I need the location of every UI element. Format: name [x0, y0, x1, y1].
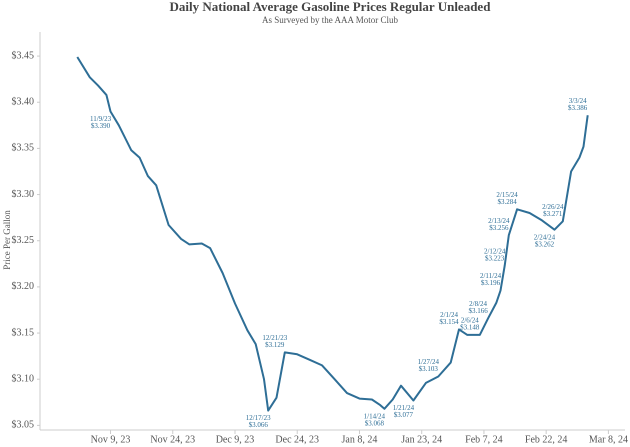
x-tick-label: Nov 9, 23 [91, 434, 131, 445]
annotation-price: $3.148 [460, 324, 480, 332]
y-tick-label: $3.40 [12, 97, 35, 108]
annotation-price: $3.068 [365, 419, 385, 427]
y-tick-label: $3.30 [12, 189, 35, 200]
y-tick-label: $3.45 [12, 50, 35, 61]
annotation-price: $3.066 [249, 421, 269, 429]
annotation-price: $3.271 [543, 210, 563, 218]
x-tick-label: Nov 24, 23 [150, 434, 195, 445]
annotation-price: $3.103 [419, 365, 439, 373]
annotation-date: 2/26/24 [542, 203, 564, 211]
annotation-date: 2/11/24 [480, 272, 502, 280]
x-tick-label: Dec 24, 23 [275, 434, 319, 445]
annotation-date: 1/21/24 [393, 404, 415, 412]
annotation-date: 12/17/23 [246, 414, 271, 422]
chart-subtitle: As Surveyed by the AAA Motor Club [262, 15, 398, 25]
annotation-date: 1/27/24 [418, 358, 440, 366]
x-tick-label: Jan 23, 24 [401, 434, 442, 445]
y-tick-label: $3.15 [12, 327, 35, 338]
x-tick-label: Jan 8, 24 [342, 434, 378, 445]
x-tick-label: Feb 22, 24 [525, 434, 568, 445]
chart-title: Daily National Average Gasoline Prices R… [170, 0, 492, 14]
y-tick-label: $3.05 [12, 420, 35, 431]
y-tick-label: $3.10 [12, 374, 35, 385]
annotation-date: 1/14/24 [364, 412, 386, 420]
x-tick-label: Mar 8, 24 [589, 434, 628, 445]
annotation-price: $3.154 [439, 318, 459, 326]
annotation-date: 11/9/23 [90, 115, 112, 123]
annotation-price: $3.077 [394, 411, 414, 419]
annotation-price: $3.256 [489, 224, 509, 232]
annotation-price: $3.284 [498, 198, 518, 206]
annotation-date: 2/24/24 [534, 233, 556, 241]
annotation-date: 12/21/23 [262, 334, 287, 342]
annotation-date: 2/12/24 [484, 247, 506, 255]
annotation-date: 2/6/24 [461, 317, 479, 325]
y-tick-label: $3.25 [12, 235, 35, 246]
annotation-price: $3.262 [535, 240, 555, 248]
annotation-price: $3.386 [568, 104, 588, 112]
annotation-date: 2/1/24 [440, 311, 458, 319]
annotation-date: 2/15/24 [496, 191, 518, 199]
annotation-price: $3.223 [485, 254, 505, 262]
annotation-date: 3/3/24 [569, 97, 587, 105]
annotation-price: $3.196 [481, 279, 501, 287]
y-axis-label: Price Per Gallon [2, 210, 12, 270]
annotation-date: 2/13/24 [488, 217, 510, 225]
annotation-date: 2/8/24 [469, 300, 487, 308]
annotation-price: $3.129 [265, 341, 285, 349]
annotation-price: $3.166 [468, 307, 488, 315]
price-line [76, 56, 589, 412]
x-tick-label: Feb 7, 24 [465, 434, 503, 445]
x-tick-label: Dec 9, 23 [216, 434, 255, 445]
annotation-price: $3.390 [91, 122, 111, 130]
y-tick-label: $3.20 [12, 281, 35, 292]
y-tick-label: $3.35 [12, 143, 35, 154]
